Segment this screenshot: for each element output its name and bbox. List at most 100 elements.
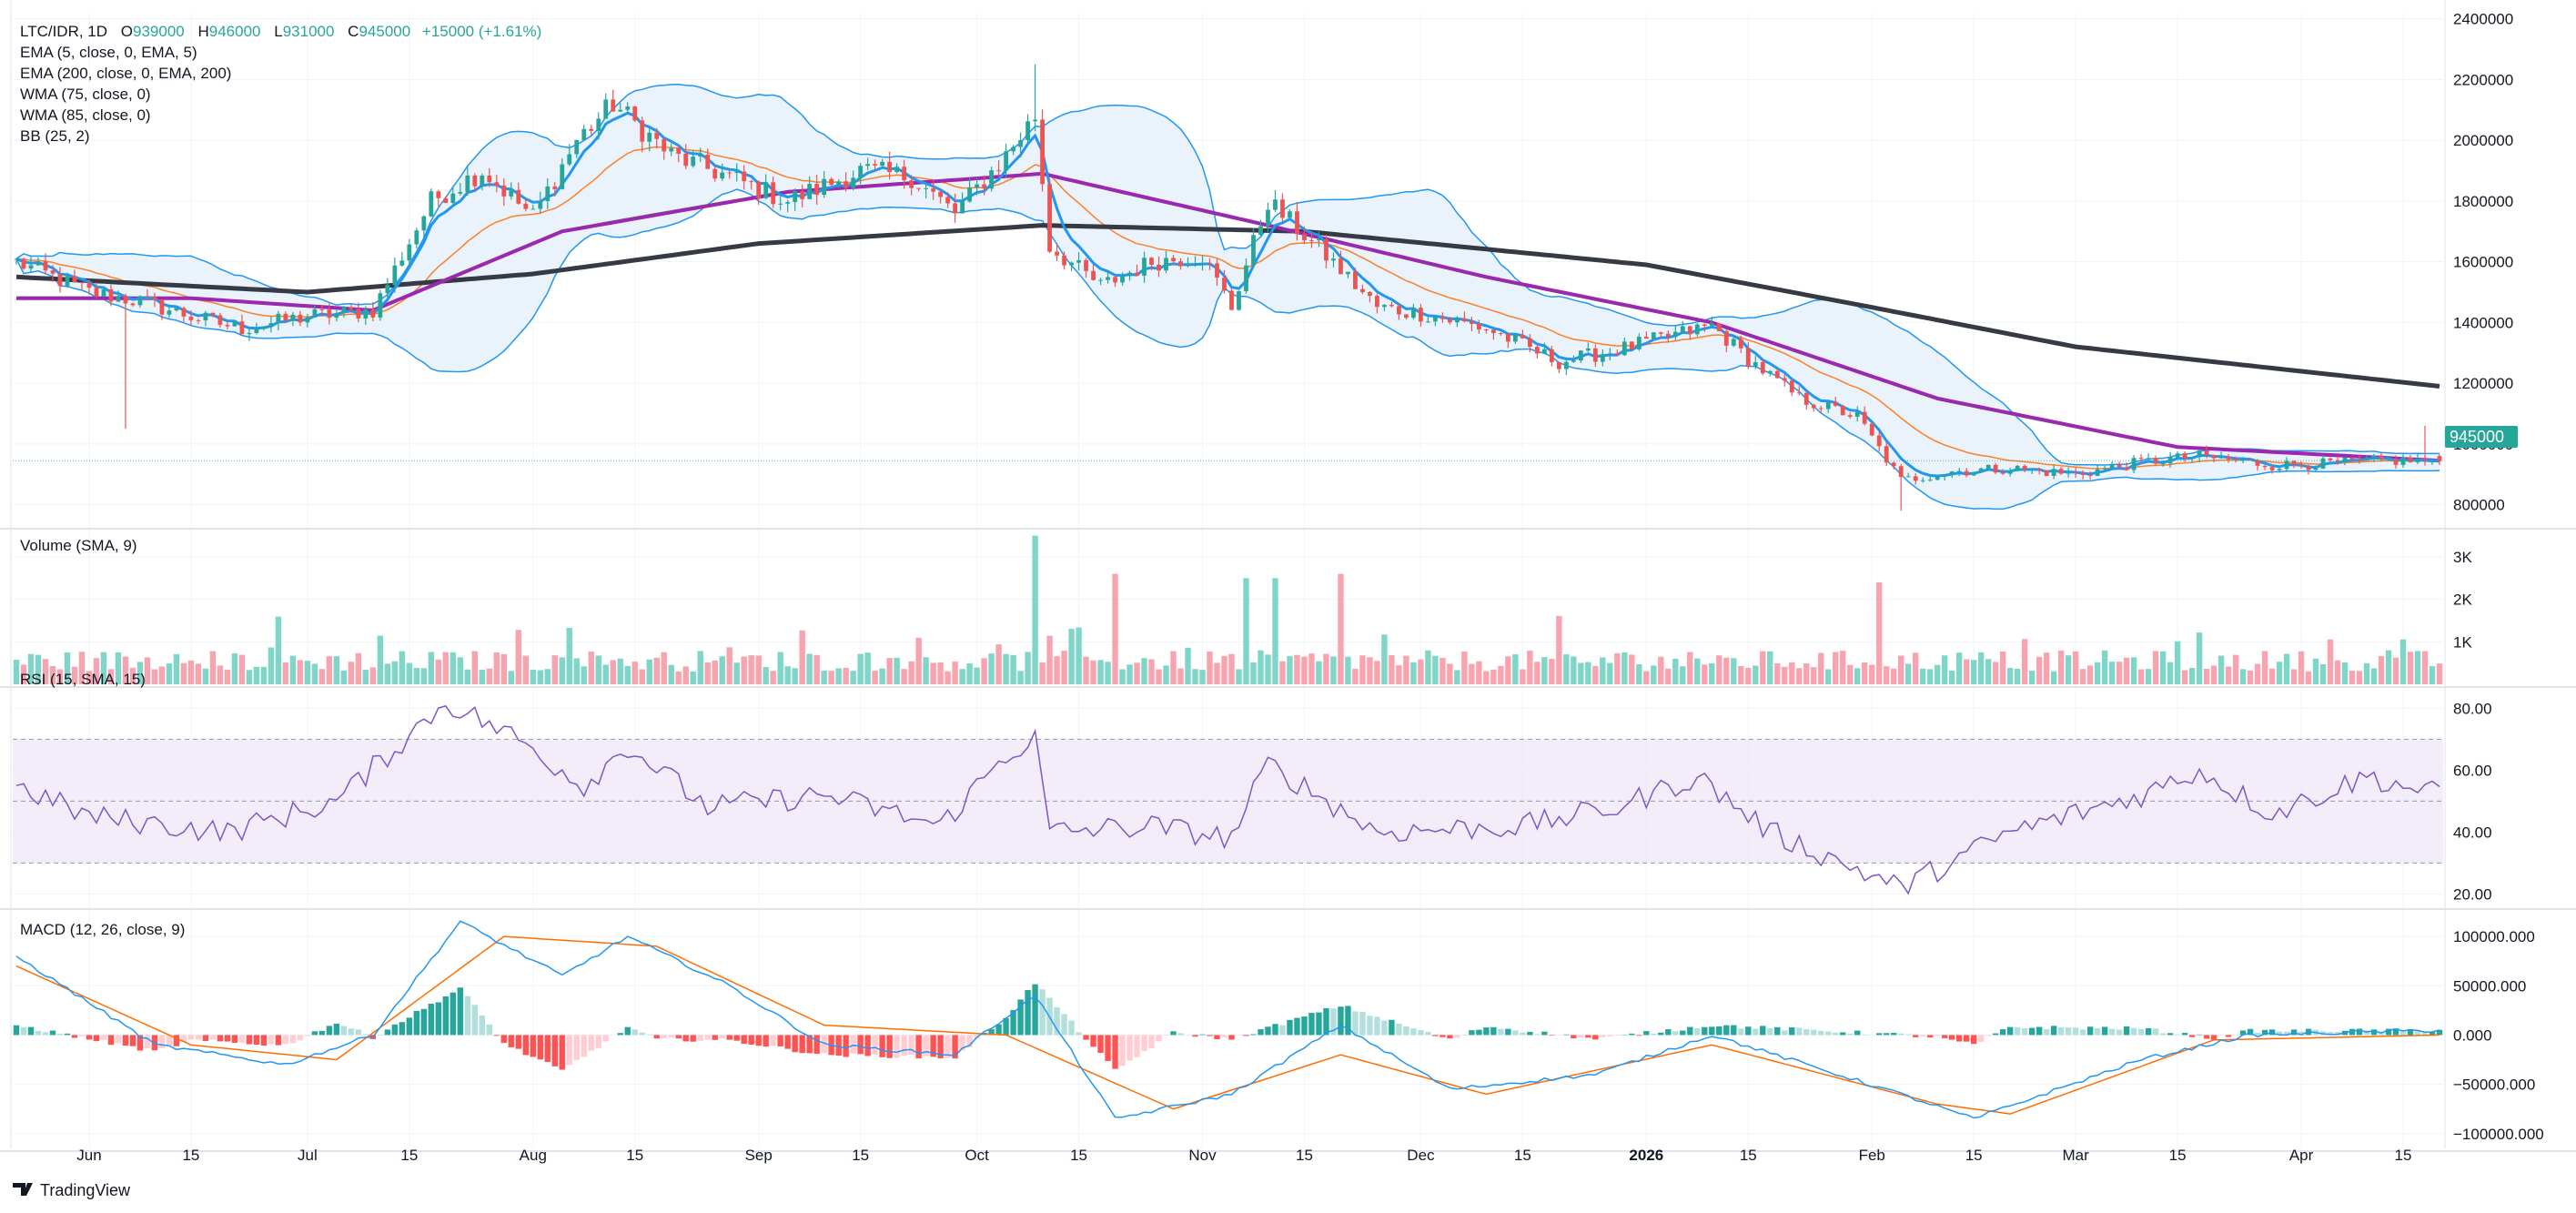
volume-bar [1447,663,1453,684]
macd-histogram-bar [1999,1029,2006,1036]
x-tick-label: Dec [1407,1147,1435,1164]
candle-body [640,120,645,142]
macd-pane[interactable] [13,920,2443,1119]
candle-body [327,309,332,318]
volume-bar [428,652,435,684]
macd-histogram-bar [661,1035,667,1038]
candle-body [1229,290,1234,310]
candle-body [2116,464,2122,468]
volume-bar [1425,650,1431,684]
candle-body [1694,324,1700,335]
candle-body [1636,337,1642,349]
candle-body [1251,235,1256,266]
volume-title[interactable]: Volume (SMA, 9) [20,537,137,554]
macd-histogram-bar [1359,1011,1366,1036]
candle-body [465,175,470,192]
macd-histogram-bar [500,1035,507,1044]
rsi-title[interactable]: RSI (15, SMA, 15) [20,671,146,688]
price-pane[interactable] [13,64,2443,511]
volume-bar [1461,651,1468,684]
volume-bar [56,669,64,684]
volume-bar [180,662,187,684]
volume-bar [1702,664,1708,684]
candle-body [1353,271,1358,289]
macd-histogram-bar [1571,1035,1577,1038]
indicator-bb[interactable]: BB (25, 2) [20,127,90,145]
volume-bar [1607,662,1613,684]
macd-histogram-bar [1017,999,1024,1036]
candle-body [298,314,303,323]
candle-body [1520,335,1525,339]
macd-histogram-bar [966,1035,973,1047]
candle-body [1483,329,1489,331]
candle-body [2109,464,2115,469]
macd-histogram-bar [107,1035,115,1046]
macd-histogram-bar [1389,1019,1395,1036]
macd-histogram-bar [2421,1031,2429,1036]
volume-bar [1942,655,1948,684]
tradingview-logo[interactable]: TradingView [13,1181,131,1199]
volume-bar [617,658,623,684]
volume-bar [908,661,914,684]
macd-histogram-bar [1796,1027,1803,1036]
macd-histogram-bar [493,1035,500,1036]
candle-body [1018,139,1023,147]
macd-histogram-bar [1425,1032,1431,1036]
rsi-pane[interactable] [13,704,2443,895]
macd-histogram-bar [1811,1029,1817,1036]
volume-bar [690,671,696,684]
macd-histogram-bar [2050,1026,2057,1036]
macd-histogram-bar [195,1035,202,1040]
volume-bar [1600,657,1606,684]
candle-body [1120,276,1125,283]
volume-bar [894,657,900,684]
candle-body [261,326,267,329]
volume-bar [952,662,958,684]
candle-body [1833,401,1838,406]
candle-body [1186,264,1190,267]
open-value: 939000 [133,23,185,40]
macd-histogram-bar [537,1035,543,1060]
macd-histogram-bar [1469,1030,1475,1036]
candle-body [137,296,143,306]
indicator-wma85[interactable]: WMA (85, close, 0) [20,106,151,124]
pane-borders [0,0,2576,1152]
macd-histogram-bar [784,1035,791,1049]
candle-body [429,191,434,217]
high-key: H [197,23,208,40]
macd-line [15,920,2440,1119]
indicator-wma75[interactable]: WMA (75, close, 0) [20,86,151,103]
volume-bar [1294,654,1300,684]
candle-body [1462,318,1467,322]
volume-bar [93,658,100,684]
macd-histogram-bar [1672,1031,1679,1036]
volume-bar [966,663,973,684]
indicator-ema5[interactable]: EMA (5, close, 0, EMA, 5) [20,44,197,61]
macd-histogram-bar [1308,1013,1315,1036]
volume-bar [355,652,362,684]
volume-bar [682,666,689,684]
candle-body [1753,362,1758,367]
open-key: O [121,23,133,40]
candle-body [1549,349,1554,363]
candle-body [1127,272,1132,277]
candle-body [560,164,565,189]
volume-bar [2094,662,2101,684]
volume-pane[interactable] [13,535,2443,684]
macd-title[interactable]: MACD (12, 26, close, 9) [20,921,185,938]
volume-bar [471,651,479,684]
candle-body [196,319,201,321]
volume-bar [1818,652,1824,684]
indicator-ema200[interactable]: EMA (200, close, 0, EMA, 200) [20,65,231,82]
candle-body [1324,239,1328,261]
macd-histogram-bar [1592,1035,1599,1040]
candle-body [1629,341,1634,349]
volume-bar [1512,654,1519,684]
volume-bar [2305,671,2312,684]
macd-histogram-bar [821,1035,827,1054]
candle-body [1731,339,1736,346]
volume-bar [974,667,980,684]
candle-body [370,309,376,318]
candle-body [596,118,601,131]
